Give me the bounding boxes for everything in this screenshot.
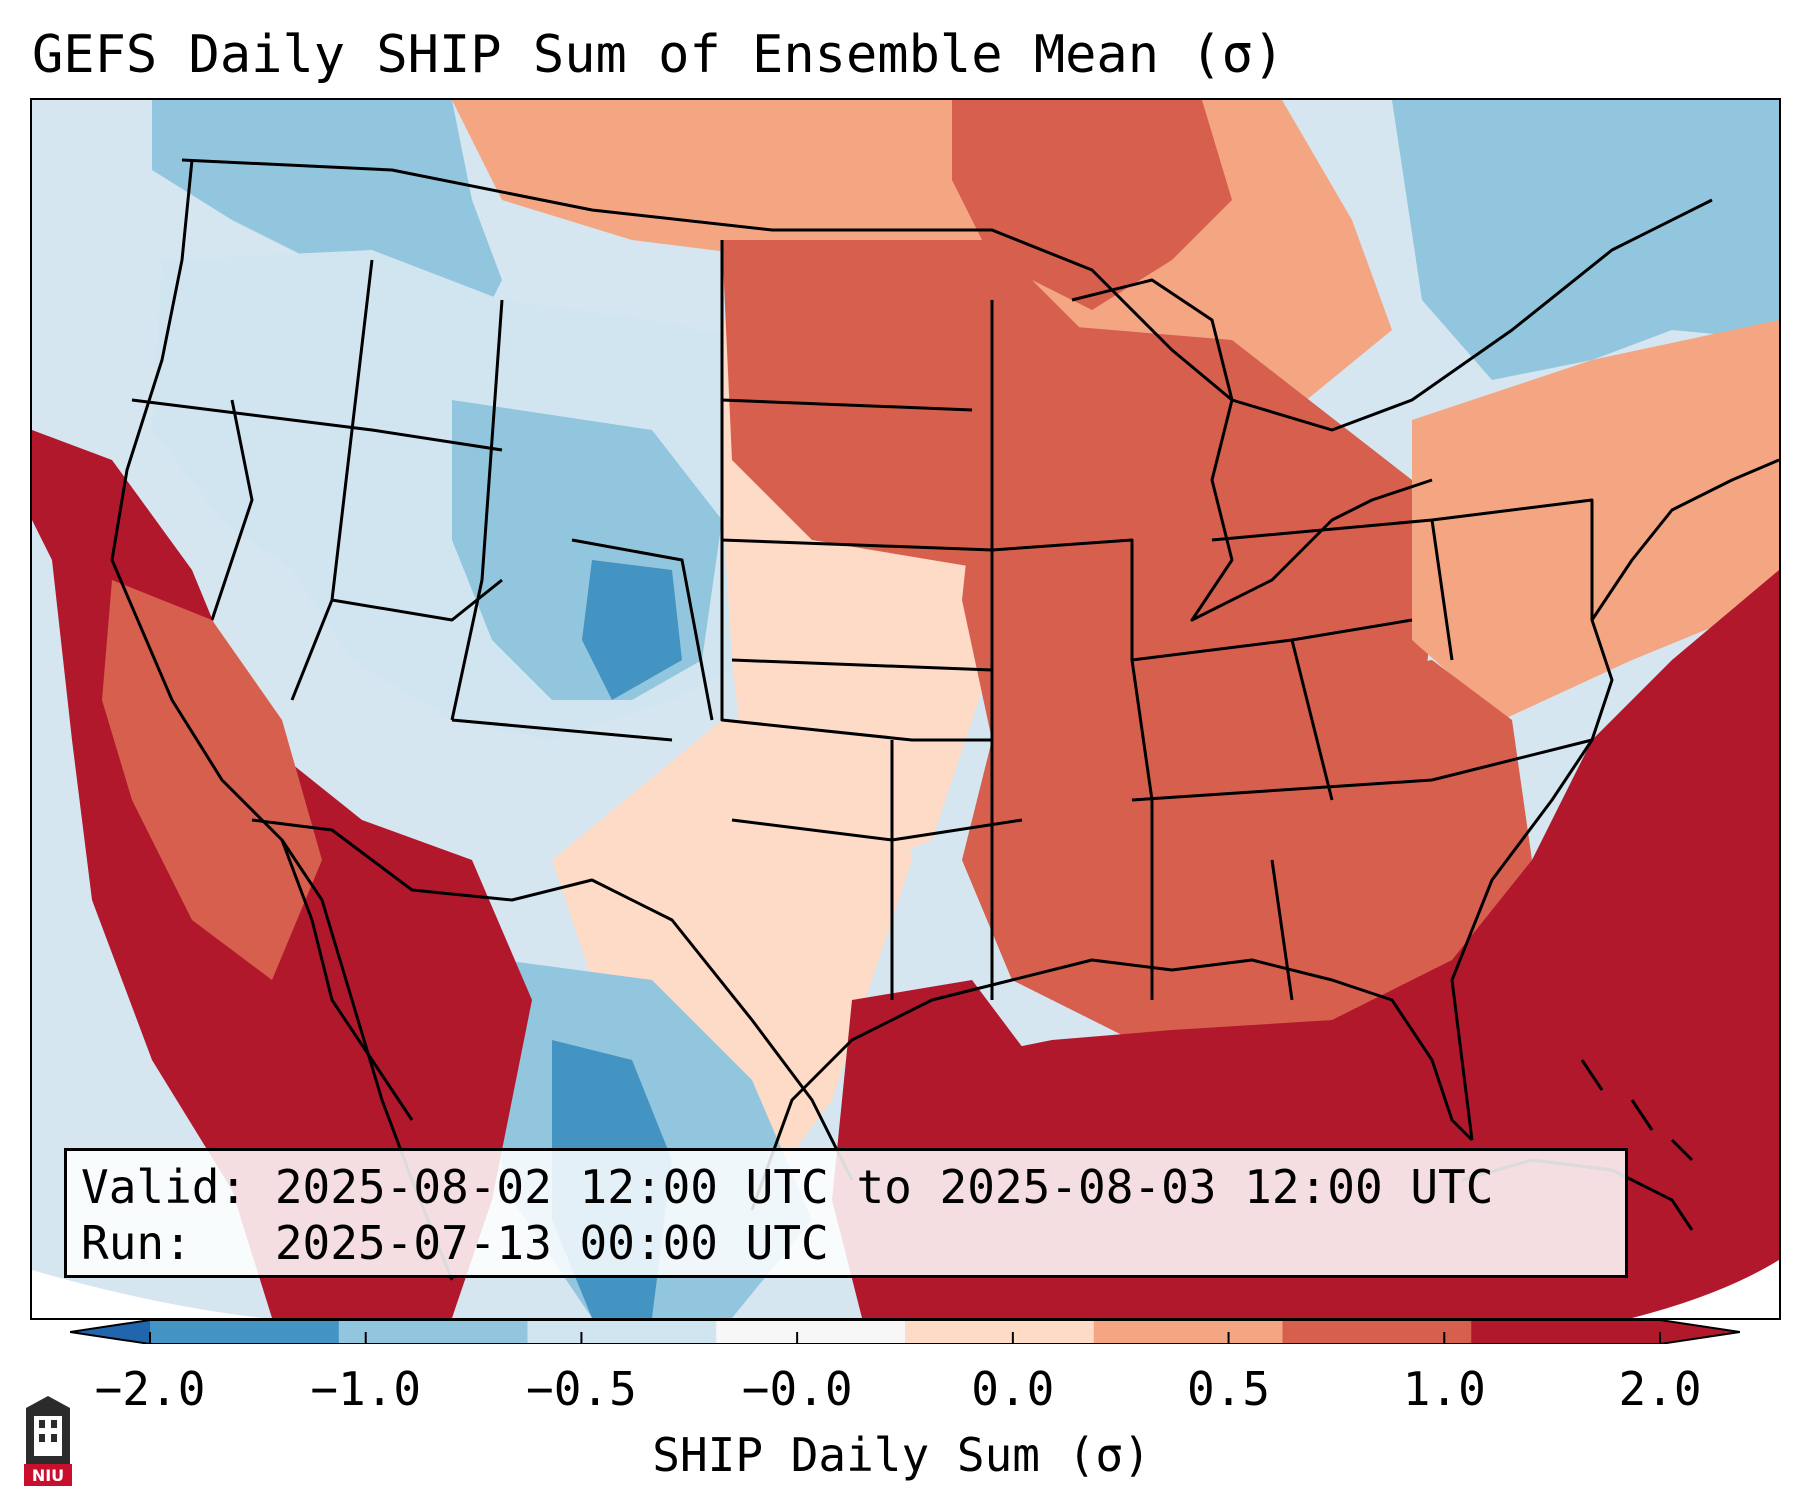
projection-edge-fill <box>32 1270 262 1318</box>
west-coastline <box>110 159 454 1281</box>
colorbar-bins <box>150 1320 1661 1344</box>
colorbar-bin <box>527 1320 717 1344</box>
logo-text: NIU <box>32 1466 64 1485</box>
colorbar <box>70 1320 1740 1344</box>
colorbar-tick-label: −0.0 <box>741 1362 853 1416</box>
anomaly-map <box>32 100 1779 1318</box>
map-panel[interactable] <box>30 98 1781 1320</box>
run-time-text: Run: 2025-07-13 00:00 UTC <box>81 1216 829 1270</box>
colorbar-tick-label: 2.0 <box>1618 1362 1702 1416</box>
colorbar-bin <box>338 1320 528 1344</box>
us-mexico-border <box>251 818 854 1181</box>
atlantic-coastline <box>1450 458 1779 1141</box>
colorbar-bin <box>1282 1320 1472 1344</box>
anomaly-region-northeast-warm <box>1412 320 1779 720</box>
colorbar-bin <box>716 1320 906 1344</box>
colorbar-bin <box>905 1320 1095 1344</box>
colorbar-tick-label: −2.0 <box>94 1362 206 1416</box>
us-canada-border <box>181 158 1713 432</box>
state-lines-west <box>131 259 714 742</box>
colorbar-bin <box>1093 1320 1283 1344</box>
state-lines-east <box>991 498 1594 1001</box>
projection-edge-fill-right <box>1632 1260 1779 1318</box>
bahamas-outline <box>1580 1059 1694 1162</box>
valid-time-text: Valid: 2025-08-02 12:00 UTC to 2025-08-0… <box>81 1160 1494 1214</box>
niu-building-logo-icon: NIU <box>24 1396 72 1486</box>
anomaly-region-colorado-core <box>582 560 682 700</box>
colorbar-tick-label: 0.5 <box>1187 1362 1271 1416</box>
colorbar-bin <box>1471 1320 1661 1344</box>
colorbar-tick-label: −1.0 <box>310 1362 422 1416</box>
great-lakes-outline <box>1071 278 1433 622</box>
anomaly-region-gulf-atlantic-hot <box>882 570 1779 1318</box>
anomaly-region-california-warm <box>102 580 322 980</box>
colorbar-tick-label: 0.0 <box>971 1362 1055 1416</box>
anomaly-region-southeast-high <box>962 660 1532 1040</box>
colorbar-tick-label: −0.5 <box>526 1362 637 1416</box>
colorbar-tick-label: 1.0 <box>1402 1362 1486 1416</box>
anomaly-region-quebec-cool <box>1392 100 1779 380</box>
state-lines-central <box>720 240 1023 1000</box>
gulf-coastline <box>750 958 1474 1211</box>
colorbar-extend-high <box>1660 1320 1740 1344</box>
colorbar-bin <box>150 1320 340 1344</box>
valid-run-info-box: Valid: 2025-08-02 12:00 UTC to 2025-08-0… <box>64 1148 1628 1278</box>
map-title: GEFS Daily SHIP Sum of Ensemble Mean (σ) <box>32 25 1285 85</box>
colorbar-label: SHIP Daily Sum (σ) <box>652 1428 1151 1482</box>
colorbar-extend-low <box>70 1320 150 1344</box>
coastline-borders <box>110 158 1779 1281</box>
anomaly-region-ontario-high <box>952 100 1232 310</box>
baja-coastline <box>280 839 414 1121</box>
anomaly-region-southern-plains-neutral <box>552 720 912 1180</box>
